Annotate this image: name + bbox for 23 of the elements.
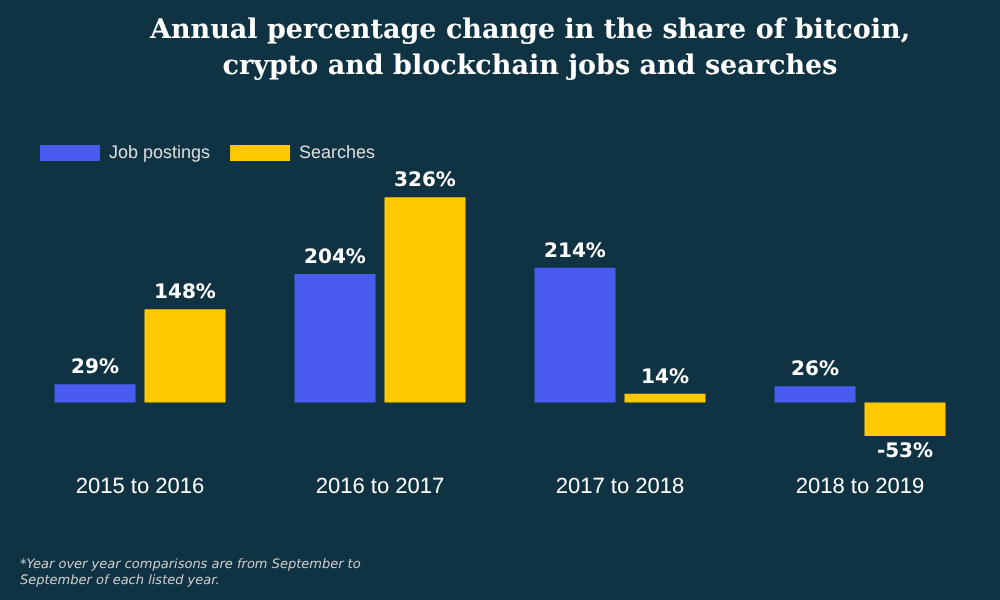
- x-tick-label: 2015 to 2016: [75, 474, 205, 499]
- bar: [54, 384, 136, 403]
- bar: [294, 274, 376, 403]
- legend-label: Searches: [299, 141, 377, 162]
- x-tick-label: 2017 to 2018: [555, 474, 685, 499]
- chart-title: Annual percentage change in the share of bitcoin, crypto and blockchain jobs and searches: [147, 12, 913, 86]
- data-label: 14%: [641, 366, 689, 389]
- bar: [774, 386, 856, 403]
- bar: [624, 393, 706, 403]
- data-label: 214%: [544, 240, 606, 263]
- legend-label: Job postings: [109, 141, 212, 162]
- data-label: 204%: [304, 247, 366, 270]
- x-tick-label: 2018 to 2019: [795, 474, 925, 499]
- data-label: 26%: [791, 359, 839, 382]
- data-label: 29%: [71, 357, 119, 380]
- bar: [534, 267, 616, 403]
- bar: [864, 402, 946, 436]
- x-tick-label: 2016 to 2017: [315, 474, 445, 499]
- data-label: 148%: [154, 282, 216, 305]
- data-label: 326%: [394, 170, 456, 193]
- bar: [384, 197, 466, 403]
- bar: [144, 309, 226, 403]
- data-label: -53%: [876, 441, 934, 464]
